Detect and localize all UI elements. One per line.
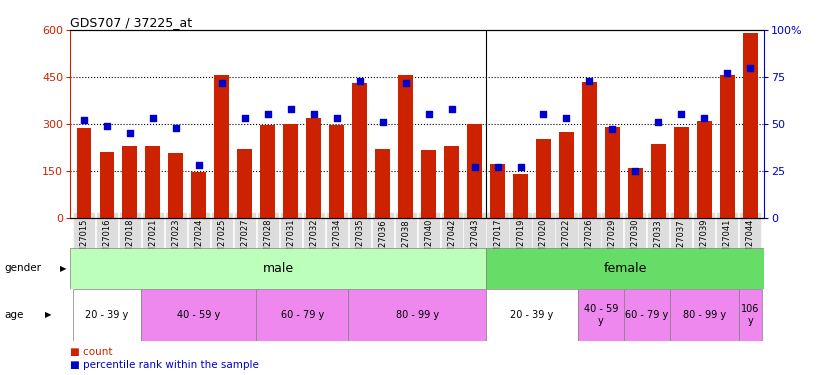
- Bar: [421, 150, 436, 217]
- Bar: [719, 75, 735, 217]
- Bar: [513, 174, 528, 217]
- Point: [330, 115, 344, 121]
- Text: 40 - 59
y: 40 - 59 y: [584, 304, 618, 326]
- Text: ▶: ▶: [60, 264, 67, 273]
- Bar: [398, 75, 413, 217]
- Point: [583, 78, 596, 84]
- Point: [422, 111, 435, 117]
- Point: [284, 106, 297, 112]
- Bar: [283, 124, 298, 218]
- Bar: [738, 289, 762, 341]
- Text: ■ count: ■ count: [70, 347, 112, 357]
- Point: [743, 64, 757, 70]
- Text: age: age: [4, 310, 23, 320]
- Point: [192, 162, 206, 168]
- Bar: [578, 289, 624, 341]
- Point: [101, 123, 114, 129]
- Text: gender: gender: [4, 263, 41, 273]
- Bar: [486, 248, 764, 289]
- Point: [560, 115, 573, 121]
- Point: [675, 111, 688, 117]
- Bar: [122, 146, 137, 218]
- Point: [261, 111, 274, 117]
- Text: 106
y: 106 y: [741, 304, 759, 326]
- Bar: [605, 127, 620, 218]
- Bar: [536, 140, 551, 218]
- Bar: [743, 33, 757, 218]
- Point: [652, 119, 665, 125]
- Bar: [486, 289, 578, 341]
- Bar: [99, 152, 115, 217]
- Point: [169, 124, 183, 130]
- Point: [353, 78, 366, 84]
- Point: [629, 168, 642, 174]
- Text: 20 - 39 y: 20 - 39 y: [85, 310, 129, 320]
- Bar: [582, 82, 597, 218]
- Bar: [141, 289, 256, 341]
- Text: 80 - 99 y: 80 - 99 y: [683, 310, 726, 320]
- Bar: [651, 144, 666, 218]
- Bar: [256, 289, 349, 341]
- Point: [605, 126, 619, 132]
- Bar: [70, 248, 486, 289]
- Point: [146, 115, 159, 121]
- Text: male: male: [263, 262, 294, 274]
- Point: [376, 119, 389, 125]
- Bar: [670, 289, 738, 341]
- Text: ■ percentile rank within the sample: ■ percentile rank within the sample: [70, 360, 259, 370]
- Point: [399, 80, 412, 86]
- Bar: [674, 127, 689, 218]
- Text: 80 - 99 y: 80 - 99 y: [396, 310, 439, 320]
- Bar: [306, 117, 321, 218]
- Bar: [352, 83, 368, 218]
- Text: 60 - 79 y: 60 - 79 y: [281, 310, 324, 320]
- Point: [468, 164, 482, 170]
- Bar: [330, 125, 344, 218]
- Point: [720, 70, 733, 76]
- Text: female: female: [603, 262, 647, 274]
- Bar: [444, 146, 459, 218]
- Bar: [73, 289, 141, 341]
- Point: [307, 111, 320, 117]
- Point: [514, 164, 527, 170]
- Bar: [169, 153, 183, 218]
- Bar: [559, 132, 574, 218]
- Bar: [237, 149, 252, 217]
- Bar: [192, 172, 206, 217]
- Point: [698, 115, 711, 121]
- Text: GDS707 / 37225_at: GDS707 / 37225_at: [70, 16, 192, 29]
- Point: [238, 115, 251, 121]
- Text: ▶: ▶: [45, 310, 52, 320]
- Bar: [375, 149, 390, 217]
- Bar: [467, 124, 482, 218]
- Point: [537, 111, 550, 117]
- Point: [491, 164, 504, 170]
- Point: [445, 106, 458, 112]
- Bar: [628, 168, 643, 217]
- Point: [78, 117, 91, 123]
- Bar: [145, 146, 160, 218]
- Point: [216, 80, 229, 86]
- Point: [123, 130, 136, 136]
- Text: 40 - 59 y: 40 - 59 y: [178, 310, 221, 320]
- Bar: [697, 121, 712, 218]
- Bar: [77, 128, 92, 217]
- Bar: [624, 289, 670, 341]
- Text: 20 - 39 y: 20 - 39 y: [510, 310, 553, 320]
- Bar: [349, 289, 486, 341]
- Bar: [260, 125, 275, 218]
- Bar: [215, 75, 230, 217]
- Text: 60 - 79 y: 60 - 79 y: [625, 310, 668, 320]
- Bar: [490, 164, 505, 218]
